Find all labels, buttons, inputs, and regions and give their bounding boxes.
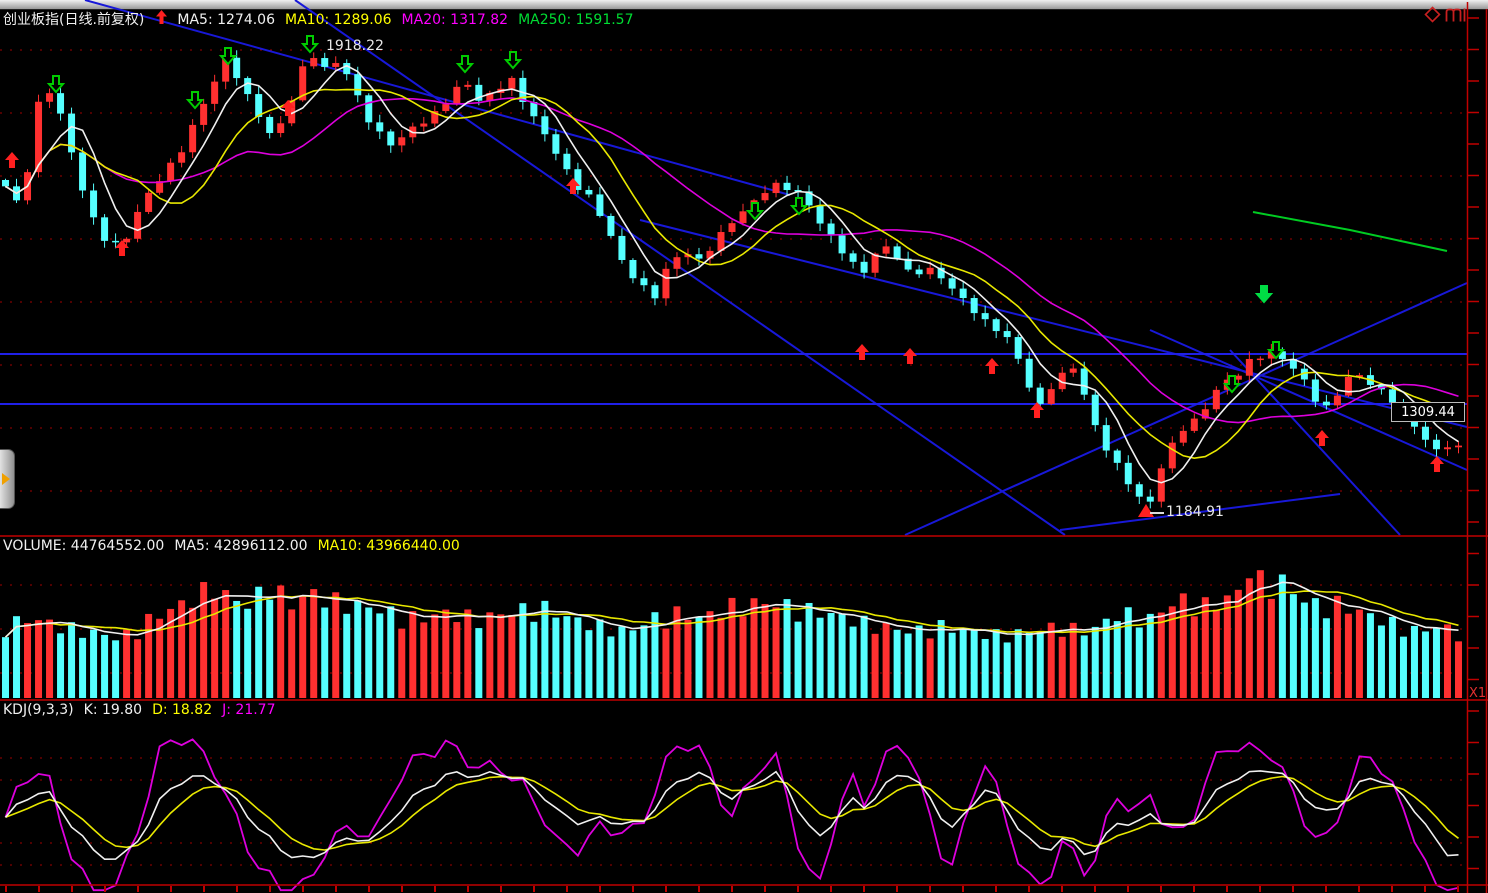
expand-arrow-icon (2, 473, 10, 485)
last-price-box: 1309.44 (1391, 402, 1465, 422)
volume-readout: VOLUME: 44764552.00 (3, 538, 165, 554)
ma20-readout: MA20: 1317.82 (401, 12, 509, 28)
kdj-pane-header: KDJ(9,3,3) K: 19.80 D: 18.82 J: 21.77 (3, 702, 285, 718)
volume-pane-header: VOLUME: 44764552.00 MA5: 42896112.00 MA10:… (3, 538, 470, 554)
symbol-title: 创业板指(日线.前复权) (3, 12, 145, 28)
ma250-readout: MA250: 1591.57 (518, 12, 634, 28)
trough-price-label: 1184.91 (1166, 504, 1224, 520)
corner-toolbar (1424, 6, 1467, 23)
price-pane-header: 创业板指(日线.前复权) MA5: 1274.06 MA10: 1289.06 MA2… (3, 9, 644, 29)
diamond-icon[interactable] (1424, 6, 1441, 23)
kdj-k-readout: K: 19.80 (83, 702, 143, 718)
volume-bars (2, 570, 1462, 698)
window-tiles-icon[interactable] (1445, 6, 1467, 23)
volume-ma5-readout: MA5: 42896112.00 (174, 538, 308, 554)
ma5-readout: MA5: 1274.06 (177, 12, 275, 28)
right-axis-tag[interactable]: X1 (1469, 686, 1487, 701)
volume-ma10-readout: MA10: 43966440.00 (317, 538, 460, 554)
gridlines (0, 49, 1464, 866)
sidebar-collapse-handle[interactable] (0, 449, 15, 509)
kdj-j-readout: J: 21.77 (222, 702, 276, 718)
up-arrow-icon (156, 10, 168, 28)
volume-ma-lines (4, 581, 1459, 638)
ma10-readout: MA10: 1289.06 (285, 12, 392, 28)
ma-lines (5, 64, 1459, 484)
kdj-lines (4, 738, 1459, 892)
kdj-d-readout: D: 18.82 (152, 702, 213, 718)
toolbar-strip (0, 0, 1488, 10)
kdj-params: KDJ(9,3,3) (3, 702, 74, 718)
signal-arrows (5, 35, 1444, 517)
trendlines[interactable] (0, 0, 1468, 536)
peak-price-label: 1918.22 (326, 38, 384, 54)
candlesticks (2, 50, 1462, 509)
